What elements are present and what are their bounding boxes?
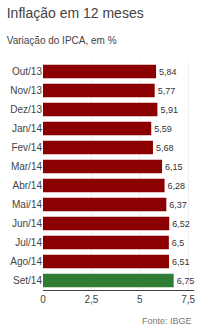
svg-text:Mar/14: Mar/14 xyxy=(11,161,43,172)
svg-text:Mai/14: Mai/14 xyxy=(12,199,42,210)
svg-text:6,51: 6,51 xyxy=(172,257,190,267)
svg-text:Ago/14: Ago/14 xyxy=(10,256,42,267)
svg-text:6,28: 6,28 xyxy=(168,181,186,191)
svg-text:5,91: 5,91 xyxy=(160,105,178,115)
svg-text:6,75: 6,75 xyxy=(177,276,195,286)
svg-text:5,84: 5,84 xyxy=(159,67,177,77)
svg-text:Jun/14: Jun/14 xyxy=(12,218,42,229)
svg-text:6,37: 6,37 xyxy=(169,200,187,210)
svg-text:5,59: 5,59 xyxy=(154,124,172,134)
svg-text:Variação do IPCA, em %: Variação do IPCA, em % xyxy=(7,35,117,46)
svg-text:Fev/14: Fev/14 xyxy=(11,142,42,153)
svg-text:Dez/13: Dez/13 xyxy=(10,104,42,115)
svg-text:5,68: 5,68 xyxy=(156,143,174,153)
svg-text:Jul/14: Jul/14 xyxy=(15,237,42,248)
svg-text:Abr/14: Abr/14 xyxy=(13,180,43,191)
svg-text:6,5: 6,5 xyxy=(172,238,185,248)
svg-text:Jan/14: Jan/14 xyxy=(12,123,42,134)
svg-text:7,5: 7,5 xyxy=(181,294,195,305)
svg-text:Inflação em 12 meses: Inflação em 12 meses xyxy=(7,5,144,21)
svg-text:Nov/13: Nov/13 xyxy=(10,85,42,96)
svg-text:6,15: 6,15 xyxy=(165,162,183,172)
svg-text:Out/13: Out/13 xyxy=(12,66,42,77)
svg-text:2,5: 2,5 xyxy=(84,294,98,305)
svg-text:Fonte: IBGE: Fonte: IBGE xyxy=(142,316,192,326)
svg-text:5: 5 xyxy=(137,294,143,305)
svg-text:0: 0 xyxy=(40,294,46,305)
svg-text:5,77: 5,77 xyxy=(158,86,176,96)
svg-text:6,52: 6,52 xyxy=(172,219,190,229)
svg-text:Set/14: Set/14 xyxy=(13,275,42,286)
